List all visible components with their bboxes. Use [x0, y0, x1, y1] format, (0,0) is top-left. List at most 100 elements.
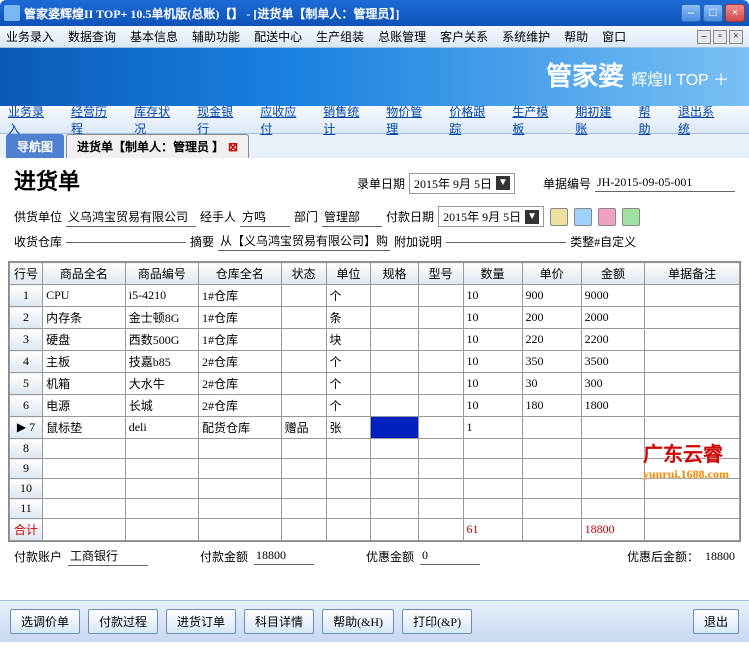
menu-item[interactable]: 系统维护	[502, 28, 550, 45]
grid-cell[interactable]: 10	[10, 479, 43, 499]
grid-cell[interactable]	[371, 307, 418, 329]
grid-cell[interactable]: 900	[522, 285, 581, 307]
grid-cell[interactable]	[371, 351, 418, 373]
grid-cell[interactable]: 2#仓库	[198, 395, 281, 417]
grid-cell[interactable]: 2	[10, 307, 43, 329]
grid-cell[interactable]	[645, 307, 740, 329]
grid-header[interactable]: 金额	[581, 263, 645, 285]
menu-item[interactable]: 辅助功能	[192, 28, 240, 45]
grid-cell[interactable]	[371, 417, 418, 439]
grid-cell[interactable]: deli	[125, 417, 198, 439]
grid-cell[interactable]	[645, 395, 740, 417]
grid-header[interactable]: 仓库全名	[198, 263, 281, 285]
grid-cell[interactable]	[463, 499, 522, 519]
grid-header[interactable]: 行号	[10, 263, 43, 285]
toolbar-item[interactable]: 价格跟踪	[449, 103, 496, 137]
grid-cell[interactable]	[198, 499, 281, 519]
pay-date-field[interactable]: 2015年 9月 5日▼	[438, 206, 544, 227]
menu-item[interactable]: 业务录入	[6, 28, 54, 45]
grid-cell[interactable]: 6	[10, 395, 43, 417]
grid-cell[interactable]: 个	[326, 351, 371, 373]
grid-cell[interactable]: 4	[10, 351, 43, 373]
grid-cell[interactable]: 个	[326, 285, 371, 307]
grid-cell[interactable]	[522, 439, 581, 459]
grid-cell[interactable]: CPU	[43, 285, 126, 307]
grid-cell[interactable]: 1	[463, 417, 522, 439]
btn-help[interactable]: 帮助(&H)	[322, 609, 394, 634]
grid-cell[interactable]	[198, 459, 281, 479]
grid-cell[interactable]	[281, 351, 326, 373]
grid-cell[interactable]	[281, 395, 326, 417]
grid-cell[interactable]	[125, 439, 198, 459]
btn-subject-detail[interactable]: 科目详情	[244, 609, 314, 634]
table-row[interactable]: 5机箱大水牛2#仓库个1030300	[10, 373, 740, 395]
grid-cell[interactable]	[43, 479, 126, 499]
menu-item[interactable]: 基本信息	[130, 28, 178, 45]
pay-amt-field[interactable]: 18800	[254, 547, 314, 565]
grid-cell[interactable]: 10	[463, 373, 522, 395]
btn-print[interactable]: 打印(&P)	[402, 609, 472, 634]
warehouse-field[interactable]	[66, 240, 186, 243]
grid-cell[interactable]	[418, 307, 463, 329]
grid-cell[interactable]	[125, 499, 198, 519]
grid-cell[interactable]	[371, 499, 418, 519]
table-row[interactable]: 3硬盘西数500G1#仓库块102202200	[10, 329, 740, 351]
grid-header[interactable]: 单位	[326, 263, 371, 285]
dept-field[interactable]: 管理部	[322, 207, 382, 227]
grid-cell[interactable]: 1#仓库	[198, 307, 281, 329]
grid-cell[interactable]: 1#仓库	[198, 285, 281, 307]
grid-cell[interactable]	[463, 479, 522, 499]
menu-item[interactable]: 生产组装	[316, 28, 364, 45]
grid-cell[interactable]: 机箱	[43, 373, 126, 395]
toolbar-item[interactable]: 经营历程	[71, 103, 118, 137]
grid-cell[interactable]	[522, 479, 581, 499]
grid-cell[interactable]	[371, 395, 418, 417]
grid-cell[interactable]: 个	[326, 395, 371, 417]
menu-item[interactable]: 数据查询	[68, 28, 116, 45]
table-row[interactable]: ▶ 7鼠标垫deli配货仓库赠品张1	[10, 417, 740, 439]
grid-cell[interactable]: 大水牛	[125, 373, 198, 395]
grid-cell[interactable]	[418, 351, 463, 373]
grid-cell[interactable]	[125, 459, 198, 479]
grid-cell[interactable]	[463, 439, 522, 459]
grid-cell[interactable]	[281, 285, 326, 307]
grid-cell[interactable]	[371, 329, 418, 351]
grid-cell[interactable]: 180	[522, 395, 581, 417]
grid-cell[interactable]	[281, 373, 326, 395]
tool-icon-4[interactable]	[622, 208, 640, 226]
minimize-button[interactable]: –	[681, 4, 701, 22]
grid-cell[interactable]: 30	[522, 373, 581, 395]
grid-cell[interactable]: 10	[463, 351, 522, 373]
grid-cell[interactable]	[581, 459, 645, 479]
grid-cell[interactable]	[281, 439, 326, 459]
mdi-close[interactable]: ×	[729, 30, 743, 44]
grid-cell[interactable]: 金士顿8G	[125, 307, 198, 329]
tool-icon-1[interactable]	[550, 208, 568, 226]
table-row[interactable]: 4主板技嘉b852#仓库个103503500	[10, 351, 740, 373]
grid-cell[interactable]	[645, 329, 740, 351]
grid-cell[interactable]	[418, 373, 463, 395]
btn-exit[interactable]: 退出	[693, 609, 739, 634]
grid-cell[interactable]	[281, 499, 326, 519]
grid-cell[interactable]: 2000	[581, 307, 645, 329]
grid-cell[interactable]: 200	[522, 307, 581, 329]
grid-cell[interactable]	[371, 479, 418, 499]
menu-item[interactable]: 帮助	[564, 28, 588, 45]
tool-icon-2[interactable]	[574, 208, 592, 226]
grid-cell[interactable]: 3500	[581, 351, 645, 373]
grid-cell[interactable]	[371, 439, 418, 459]
grid-cell[interactable]	[418, 395, 463, 417]
toolbar-item[interactable]: 期初建账	[575, 103, 622, 137]
grid-cell[interactable]	[418, 499, 463, 519]
grid-cell[interactable]	[198, 439, 281, 459]
toolbar-item[interactable]: 库存状况	[134, 103, 181, 137]
grid-cell[interactable]: 10	[463, 329, 522, 351]
grid-cell[interactable]: 9000	[581, 285, 645, 307]
grid-cell[interactable]	[581, 417, 645, 439]
maximize-button[interactable]: □	[703, 4, 723, 22]
grid-cell[interactable]	[645, 373, 740, 395]
grid-cell[interactable]	[281, 459, 326, 479]
grid-cell[interactable]: 1	[10, 285, 43, 307]
menu-item[interactable]: 总账管理	[378, 28, 426, 45]
grid-cell[interactable]: 赠品	[281, 417, 326, 439]
